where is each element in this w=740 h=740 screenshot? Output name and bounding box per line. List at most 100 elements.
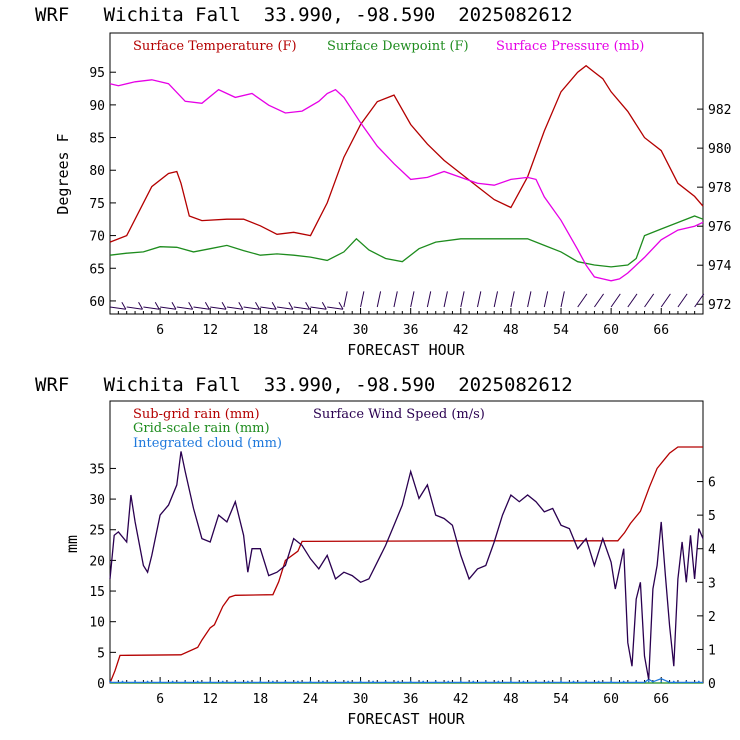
x-tick-label: 30 xyxy=(353,692,369,707)
wind-barb xyxy=(160,306,177,310)
wind-barb xyxy=(594,293,605,308)
wind-barb xyxy=(694,293,705,308)
cloud-dot xyxy=(284,680,287,683)
y2-tick-label: 978 xyxy=(708,181,731,196)
cloud-dot xyxy=(209,680,212,683)
wind-barb xyxy=(660,293,671,308)
x-tick-label: 6 xyxy=(156,692,164,707)
legend-gridscale-rain: Grid-scale rain (mm) xyxy=(133,421,270,436)
legend-dewpoint: Surface Dewpoint (F) xyxy=(327,39,469,54)
bottom-x-axis-label: FORECAST HOUR xyxy=(347,710,465,728)
wind-barb xyxy=(226,306,243,310)
cloud-dot xyxy=(171,680,174,683)
x-tick-label: 18 xyxy=(253,323,269,338)
wind-barb-feather xyxy=(204,301,210,310)
wind-barb xyxy=(310,306,327,310)
x-tick-label: 18 xyxy=(253,692,269,707)
wind-barb xyxy=(510,291,515,308)
wind-barb xyxy=(560,291,565,308)
cloud-dot xyxy=(422,680,425,683)
cloud-dot xyxy=(535,680,537,683)
wind-barb xyxy=(393,291,398,308)
cloud-dot xyxy=(459,680,462,683)
bottom-series-lines xyxy=(109,446,704,684)
wind-barb-feather xyxy=(188,301,194,310)
x-tick-label: 66 xyxy=(653,692,669,707)
x-tick-label: 54 xyxy=(553,692,569,707)
wind-barb xyxy=(410,291,415,308)
wind-barbs xyxy=(109,291,705,310)
cloud-dot xyxy=(497,680,500,683)
top-plot-frame xyxy=(109,32,704,315)
wind-barb-feather xyxy=(321,301,327,310)
wind-barb xyxy=(610,293,621,308)
y-tick-label: 70 xyxy=(89,230,105,245)
cloud-dot xyxy=(572,680,575,683)
y-tick-label: 95 xyxy=(89,66,105,81)
wind-barb-feather xyxy=(221,301,227,310)
cloud-dot xyxy=(635,680,638,683)
x-tick-label: 12 xyxy=(202,692,218,707)
top-y-axis-label: Degrees F xyxy=(54,133,72,214)
x-tick-label: 24 xyxy=(303,692,319,707)
top-x-axis-label: FORECAST HOUR xyxy=(347,341,465,359)
cloud-dot xyxy=(397,680,400,683)
legend-subgrid-rain: Sub-grid rain (mm) xyxy=(133,407,260,422)
x-tick-label: 12 xyxy=(202,323,218,338)
wind-barb xyxy=(577,293,588,308)
cloud-dot xyxy=(297,680,299,683)
temperature-line xyxy=(109,64,704,243)
bottom-panel-title: WRF Wichita Fall 33.990, -98.590 2025082… xyxy=(35,374,573,396)
y2-tick-label: 980 xyxy=(708,142,731,157)
wind-barb xyxy=(627,293,638,308)
legend-pressure: Surface Pressure (mb) xyxy=(496,39,644,54)
wind-barb xyxy=(276,306,293,310)
cloud-dot xyxy=(685,680,688,683)
cloud-dot xyxy=(547,680,550,683)
y2-tick-label: 0 xyxy=(708,677,716,692)
wind-barb xyxy=(327,306,344,310)
cloud-dot xyxy=(610,680,613,683)
cloud-dot xyxy=(246,680,249,683)
wind-barb-feather xyxy=(121,301,127,310)
temperature-panel: WRF Wichita Fall 33.990, -98.590 2025082… xyxy=(35,4,732,359)
wind-barb-feather xyxy=(288,301,294,310)
wind-barb xyxy=(210,306,227,310)
y2-tick-label: 2 xyxy=(708,610,716,625)
cloud-dot xyxy=(447,680,450,683)
x-tick-label: 36 xyxy=(403,323,419,338)
y2-tick-label: 972 xyxy=(708,298,731,313)
wind-barb xyxy=(126,306,143,310)
y-tick-label: 60 xyxy=(89,295,105,310)
y2-tick-label: 974 xyxy=(708,259,732,274)
y2-tick-label: 3 xyxy=(708,576,716,591)
cloud-dot xyxy=(384,680,387,683)
x-tick-label: 48 xyxy=(503,323,519,338)
wind-barb-feather xyxy=(271,301,277,310)
wind-barb xyxy=(293,306,310,310)
wind-barb xyxy=(443,291,448,308)
wind-barb xyxy=(360,291,365,308)
wind-barb xyxy=(460,291,465,308)
wind-barb-feather xyxy=(338,301,344,310)
cloud-dot xyxy=(647,680,650,683)
y2-tick-label: 976 xyxy=(708,220,731,235)
wind-barb xyxy=(493,291,499,308)
x-tick-label: 60 xyxy=(603,323,619,338)
x-tick-label: 36 xyxy=(403,692,419,707)
x-tick-label: 24 xyxy=(303,323,319,338)
wind-barb-feather xyxy=(238,301,244,310)
cloud-dot xyxy=(159,680,162,683)
legend-wind-speed: Surface Wind Speed (m/s) xyxy=(313,407,485,422)
cloud-dot xyxy=(109,680,111,683)
y-tick-label: 65 xyxy=(89,262,105,277)
dewpoint-line xyxy=(109,215,704,268)
bottom-legend: Sub-grid rain (mm) Surface Wind Speed (m… xyxy=(133,407,485,451)
cloud-dot xyxy=(309,680,312,683)
y2-tick-label: 4 xyxy=(708,543,716,558)
cloud-dot xyxy=(334,680,337,683)
x-tick-label: 42 xyxy=(453,692,469,707)
y-tick-label: 10 xyxy=(89,616,105,631)
wind-barb-feather xyxy=(305,301,311,310)
